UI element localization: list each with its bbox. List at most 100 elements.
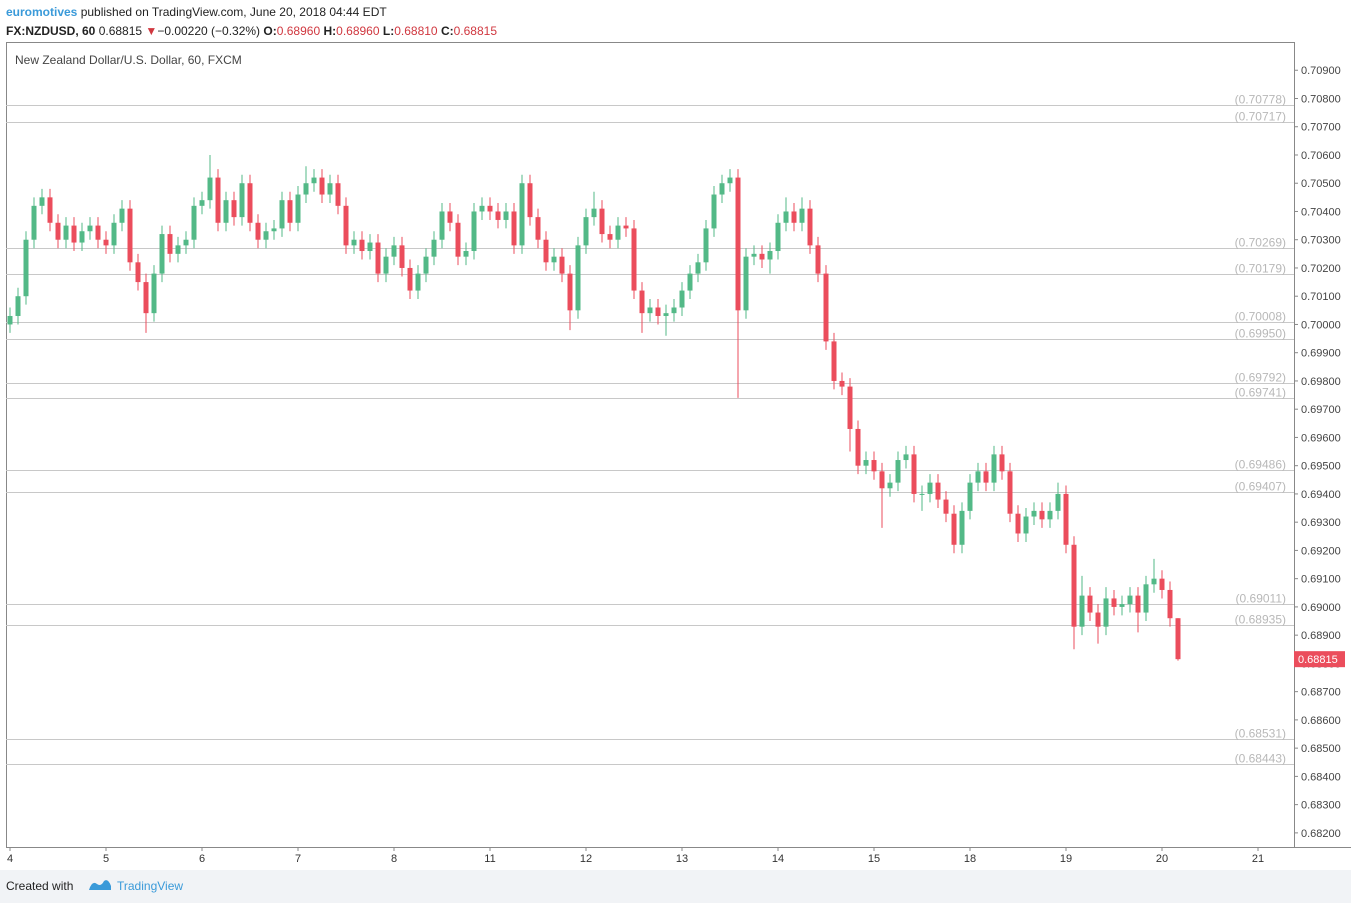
candle-body xyxy=(559,256,565,274)
candle-body xyxy=(63,225,69,240)
level-label: (0.70269) xyxy=(1235,236,1286,250)
candle-body xyxy=(903,454,909,461)
candle-body xyxy=(303,183,309,195)
y-tick-label: 0.69300 xyxy=(1301,517,1341,529)
plot-frame xyxy=(6,42,1295,848)
y-tick-label: 0.70100 xyxy=(1301,291,1341,303)
change: −0.00220 (−0.32%) xyxy=(157,24,261,38)
candle-body xyxy=(407,267,413,291)
candle-body xyxy=(623,225,629,229)
candle-body xyxy=(919,493,925,495)
candle-body xyxy=(527,183,533,218)
brand[interactable]: TradingView xyxy=(117,879,184,893)
ohlc-label: C: xyxy=(440,24,454,38)
candle-body xyxy=(175,245,181,254)
candle-body xyxy=(1047,510,1053,520)
candle-body xyxy=(567,273,573,311)
y-tick-label: 0.70600 xyxy=(1301,150,1341,162)
y-tick-label: 0.69700 xyxy=(1301,404,1341,416)
candle-body xyxy=(335,183,341,206)
x-tick-label: 13 xyxy=(676,853,688,865)
candle-body xyxy=(151,273,157,314)
candle-body xyxy=(1143,584,1149,613)
candle-body xyxy=(799,208,805,223)
y-tick-label: 0.68300 xyxy=(1301,800,1341,812)
candle-body xyxy=(423,256,429,274)
x-tick-label: 8 xyxy=(391,853,397,865)
level-label: (0.69792) xyxy=(1235,371,1286,385)
candle-body xyxy=(143,282,149,314)
created-with: Created with xyxy=(6,879,74,893)
x-tick-label: 7 xyxy=(295,853,301,865)
level-label: (0.69486) xyxy=(1235,458,1286,472)
candle-body xyxy=(1103,598,1109,627)
candle-body xyxy=(679,290,685,308)
candle-body xyxy=(1079,595,1085,627)
candle-body xyxy=(767,251,773,260)
ohlc-label: H: xyxy=(323,24,337,38)
candle-body xyxy=(735,177,741,311)
last-price-label: 0.68815 xyxy=(1298,654,1338,666)
candle-body xyxy=(255,222,261,240)
y-tick-label: 0.68900 xyxy=(1301,630,1341,642)
candle-body xyxy=(1007,471,1013,514)
candle-body xyxy=(231,200,237,218)
y-tick-label: 0.70700 xyxy=(1301,122,1341,134)
candle-body xyxy=(535,217,541,240)
candle-body xyxy=(591,208,597,218)
header-line-2: FX:NZDUSD, 60 0.68815 ▼−0.00220 (−0.32%)… xyxy=(6,22,497,41)
candle-body xyxy=(887,482,893,489)
y-tick-label: 0.68400 xyxy=(1301,771,1341,783)
candle-body xyxy=(463,251,469,257)
candle-body xyxy=(671,307,677,314)
candle-body xyxy=(439,211,445,240)
x-tick-label: 14 xyxy=(772,853,784,865)
candle-body xyxy=(279,200,285,229)
candle-body xyxy=(783,211,789,223)
candle-body xyxy=(831,341,837,381)
level-label: (0.69950) xyxy=(1235,327,1286,341)
candle-body xyxy=(375,242,381,274)
candle-body xyxy=(1055,493,1061,511)
level-label: (0.68531) xyxy=(1235,727,1286,741)
candle-body xyxy=(943,499,949,514)
candle-body xyxy=(503,211,509,220)
level-label: (0.70717) xyxy=(1235,110,1286,124)
candle-body xyxy=(71,225,77,243)
candle-body xyxy=(1039,510,1045,520)
level-label: (0.70008) xyxy=(1235,310,1286,324)
arrow: ▼ xyxy=(145,24,158,38)
ohlc-value: 0.68810 xyxy=(394,24,438,38)
y-tick-label: 0.68700 xyxy=(1301,687,1341,699)
candle-body xyxy=(1119,604,1125,607)
y-tick-label: 0.69800 xyxy=(1301,376,1341,388)
candle-body xyxy=(759,253,765,260)
ohlc-value: 0.68960 xyxy=(276,24,321,38)
logo xyxy=(89,880,111,890)
candle-body xyxy=(1127,595,1133,605)
candle-body xyxy=(751,253,757,257)
candle-body xyxy=(103,239,109,246)
candle-body xyxy=(1167,589,1173,619)
x-tick-label: 6 xyxy=(199,853,205,865)
candle-body xyxy=(655,307,661,316)
published: published on TradingView.com, June 20, 2… xyxy=(80,5,387,19)
author[interactable]: euromotives xyxy=(6,5,78,19)
level-label: (0.69741) xyxy=(1235,386,1286,400)
candle-body xyxy=(319,177,325,195)
candle-body xyxy=(1087,595,1093,613)
candle-body xyxy=(927,482,933,494)
candle-body xyxy=(23,239,29,297)
candle-body xyxy=(687,273,693,291)
candle-body xyxy=(79,231,85,243)
chart: New Zealand Dollar/U.S. Dollar, 60, FXCM… xyxy=(6,42,1351,865)
x-tick-label: 18 xyxy=(964,853,976,865)
candle-body xyxy=(583,217,589,246)
level-label: (0.68935) xyxy=(1235,613,1286,627)
candle-body xyxy=(183,239,189,246)
y-tick-label: 0.69600 xyxy=(1301,432,1341,444)
y-tick-label: 0.70500 xyxy=(1301,178,1341,190)
candle-body xyxy=(135,262,141,283)
y-tick-label: 0.68500 xyxy=(1301,743,1341,755)
candle-body xyxy=(895,460,901,483)
